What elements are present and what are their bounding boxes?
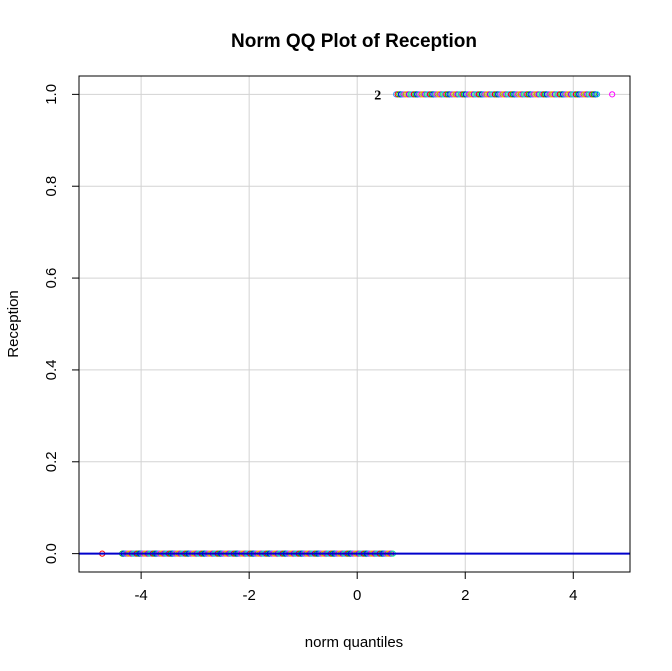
x-tick-label: -2 bbox=[242, 587, 255, 604]
y-tick-label: 0.0 bbox=[43, 543, 60, 564]
x-tick-label: -4 bbox=[134, 587, 147, 604]
chart-title: Norm QQ Plot of Reception bbox=[231, 31, 477, 52]
x-tick-label: 0 bbox=[353, 587, 361, 604]
y-tick-label: 0.2 bbox=[43, 451, 60, 472]
plot-frame bbox=[78, 75, 631, 573]
y-axis: 0.0 0.2 0.4 0.6 0.8 1.0 bbox=[43, 84, 79, 564]
y-axis-label: Reception bbox=[5, 290, 22, 358]
y-tick-label: 0.6 bbox=[43, 268, 60, 289]
x-tick-label: 2 bbox=[461, 587, 469, 604]
x-tick-label: 4 bbox=[569, 587, 577, 604]
y-tick-label: 0.4 bbox=[43, 359, 60, 380]
data-point bbox=[593, 91, 601, 98]
x-axis: -4 -2 0 2 4 bbox=[134, 572, 577, 604]
gridlines bbox=[79, 76, 630, 572]
x-axis-label: norm quantiles bbox=[305, 634, 403, 651]
y-tick-label: 1.0 bbox=[43, 84, 60, 105]
y-tick-label: 0.8 bbox=[43, 176, 60, 197]
annotations: 2 bbox=[374, 88, 381, 103]
point-annotation: 2 bbox=[374, 88, 381, 103]
data-point bbox=[609, 91, 616, 98]
